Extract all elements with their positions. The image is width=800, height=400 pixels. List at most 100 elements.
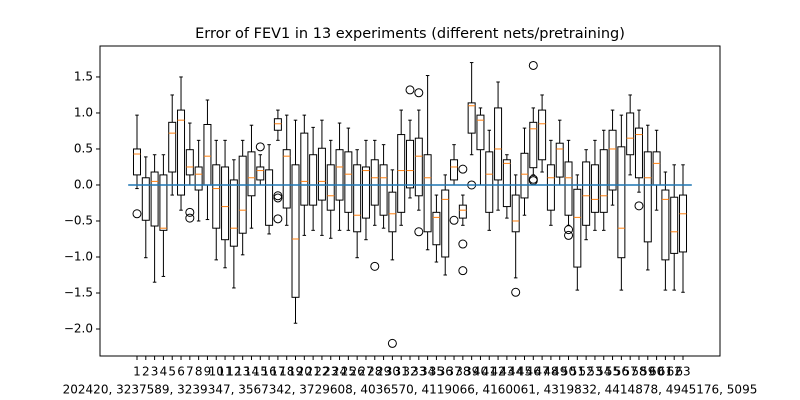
box (361, 166, 370, 219)
box (573, 188, 582, 268)
x-tick-label: 26 (350, 365, 365, 379)
x-tick-label: 43 (499, 365, 514, 379)
box (441, 189, 450, 258)
box (256, 166, 265, 181)
x-tick-label: 20 (297, 365, 312, 379)
box (141, 177, 150, 221)
box (388, 191, 397, 233)
x-tick-label: 4 (160, 365, 168, 379)
box (353, 164, 362, 233)
box (282, 149, 291, 209)
x-tick-label: 63 (675, 365, 690, 379)
box (450, 159, 459, 181)
x-tick-label: 21 (305, 365, 320, 379)
x-tick-label: 39 (464, 365, 479, 379)
x-tick-label: 57 (623, 365, 638, 379)
flier (414, 88, 424, 98)
x-tick-label: 32 (402, 365, 417, 379)
flier (405, 85, 415, 95)
x-tick-label: 53 (587, 365, 602, 379)
x-tick-label: 29 (376, 365, 391, 379)
x-tick-label: 8 (195, 365, 203, 379)
x-tick-label: 7 (186, 365, 194, 379)
x-tick-label: 54 (596, 365, 611, 379)
x-tick-label: 17 (270, 365, 285, 379)
x-tick-label: 59 (640, 365, 655, 379)
x-tick-label: 31 (394, 365, 409, 379)
box (132, 148, 141, 176)
box (494, 107, 503, 181)
box (608, 129, 617, 191)
x-tick-label: 36 (438, 365, 453, 379)
box (529, 121, 538, 169)
box (335, 149, 344, 201)
flier (564, 225, 574, 235)
x-tick-label: 42 (490, 365, 505, 379)
box (546, 164, 555, 211)
x-tick-label: 2 (142, 365, 150, 379)
box (679, 194, 688, 253)
x-tick-label: 33 (411, 365, 426, 379)
box (476, 114, 485, 151)
flier (370, 261, 380, 271)
x-tick-label: 6 (177, 365, 185, 379)
x-tick-label: 3 (151, 365, 159, 379)
x-tick-label: 52 (578, 365, 593, 379)
flier (511, 287, 521, 297)
x-tick-label: 62 (667, 365, 682, 379)
y-tick-label: 0.5 (74, 141, 93, 155)
x-tick-label: 56 (614, 365, 629, 379)
box (247, 151, 256, 197)
flier (458, 239, 468, 249)
box (229, 179, 238, 247)
x-tick-label: 49 (552, 365, 567, 379)
y-tick-label: 1.5 (74, 69, 93, 83)
box (590, 164, 599, 213)
box (379, 164, 388, 216)
box (670, 196, 679, 254)
box (238, 155, 247, 234)
box (159, 174, 168, 231)
box (300, 132, 309, 206)
x-tick-label: 51 (570, 365, 585, 379)
flier (449, 215, 459, 225)
box (661, 189, 670, 261)
box (212, 164, 221, 229)
x-tick-label: 34 (420, 365, 435, 379)
flier (273, 191, 283, 201)
x-tick-label: 14 (244, 365, 259, 379)
box (485, 151, 494, 213)
x-tick-label: 40 (473, 365, 488, 379)
x-tick-label: 46 (526, 365, 541, 379)
x-tick-label: 1 (133, 365, 141, 379)
x-tick-label: 35 (429, 365, 444, 379)
x-tick-label: 58 (631, 365, 646, 379)
box (194, 166, 203, 191)
x-tick-label: 27 (358, 365, 373, 379)
box (502, 159, 511, 208)
x-tick-label: 41 (482, 365, 497, 379)
x-tick-label: 44 (508, 365, 523, 379)
box (414, 137, 423, 197)
flier (458, 164, 468, 174)
box (432, 211, 441, 246)
box (265, 169, 274, 226)
x-tick-label: 50 (561, 365, 576, 379)
y-tick-label: −1.0 (64, 249, 93, 263)
flier (255, 142, 265, 152)
x-tick-label: 16 (261, 365, 276, 379)
x-tick-label: 11 (217, 365, 232, 379)
flier (564, 230, 574, 240)
x-tick-label: 55 (605, 365, 620, 379)
box (273, 118, 282, 131)
x-tick-label: 12 (226, 365, 241, 379)
x-tick-label: 23 (323, 365, 338, 379)
chart-title: Error of FEV1 in 13 experiments (differe… (195, 26, 625, 42)
box (317, 147, 326, 201)
box (168, 121, 177, 173)
flier (132, 209, 142, 219)
box (344, 151, 353, 213)
box (185, 149, 194, 176)
x-tick-label: 5 (168, 365, 176, 379)
